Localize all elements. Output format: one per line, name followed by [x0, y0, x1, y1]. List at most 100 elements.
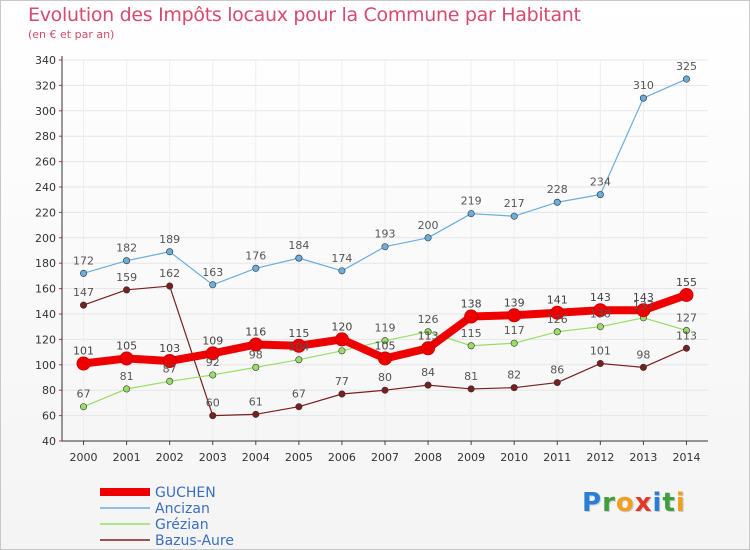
data-point	[510, 212, 518, 220]
data-point	[291, 338, 306, 353]
data-point	[252, 363, 260, 371]
y-tick-label: 140	[35, 308, 56, 321]
data-point	[507, 308, 522, 323]
data-label: 234	[590, 176, 611, 189]
logo-letter: i	[652, 488, 663, 518]
data-label: 117	[504, 324, 525, 337]
x-tick-label: 2001	[113, 451, 141, 464]
data-point	[338, 347, 346, 355]
x-tick-label: 2008	[414, 451, 442, 464]
data-point	[80, 269, 88, 277]
y-tick-label: 280	[35, 130, 56, 143]
data-label: 176	[245, 249, 266, 262]
data-point	[252, 264, 260, 272]
data-point	[80, 403, 88, 411]
data-point	[123, 385, 131, 393]
data-point	[252, 410, 260, 418]
x-tick-label: 2009	[457, 451, 485, 464]
data-point	[381, 386, 389, 394]
data-point	[593, 303, 608, 318]
data-point	[639, 363, 647, 371]
data-label: 189	[159, 233, 180, 246]
data-label: 119	[375, 322, 396, 335]
data-label: 82	[507, 369, 521, 382]
data-label: 130	[590, 308, 611, 321]
y-tick-label: 100	[35, 359, 56, 372]
data-label: 120	[331, 320, 352, 333]
data-point	[510, 384, 518, 392]
data-label: 84	[421, 366, 435, 379]
data-label: 127	[676, 312, 697, 325]
data-label: 200	[418, 219, 439, 232]
x-tick-label: 2002	[156, 451, 184, 464]
data-point	[378, 351, 392, 366]
data-label: 143	[590, 291, 611, 304]
data-label: 325	[676, 60, 697, 73]
data-label: 80	[378, 371, 392, 384]
data-label: 137	[633, 299, 654, 312]
x-tick-label: 2012	[586, 451, 614, 464]
data-label: 109	[202, 334, 223, 347]
data-point	[166, 248, 174, 256]
y-tick-label: 300	[35, 105, 56, 118]
legend-label-guchen: GUCHEN	[155, 485, 216, 501]
data-label: 219	[461, 195, 482, 208]
data-label: 105	[116, 339, 137, 352]
data-point	[123, 257, 131, 265]
y-tick-label: 260	[35, 156, 56, 169]
legend-label-ancizan: Ancizan	[155, 501, 210, 517]
logo-letter: i	[675, 488, 686, 518]
data-point	[209, 281, 217, 289]
data-point	[166, 282, 174, 290]
data-point	[119, 351, 134, 366]
data-label: 81	[464, 370, 478, 383]
data-point	[209, 412, 217, 420]
data-label: 105	[375, 339, 396, 352]
data-point	[209, 371, 217, 379]
data-label: 104	[288, 341, 309, 354]
data-label: 138	[461, 298, 482, 311]
x-tick-label: 2007	[371, 451, 399, 464]
data-point	[205, 346, 220, 361]
data-point	[338, 390, 346, 398]
data-point	[682, 344, 690, 352]
x-tick-label: 2013	[629, 451, 657, 464]
data-point	[636, 303, 651, 318]
data-label: 143	[633, 291, 654, 304]
x-tick-label: 2011	[543, 451, 571, 464]
data-label: 126	[547, 313, 568, 326]
data-label: 60	[206, 397, 220, 410]
x-tick-label: 2003	[199, 451, 227, 464]
x-tick-label: 2014	[672, 451, 700, 464]
data-label: 98	[249, 348, 263, 361]
data-point	[464, 309, 479, 324]
y-tick-label: 80	[42, 384, 56, 397]
data-label: 115	[288, 327, 309, 340]
data-label: 126	[418, 313, 439, 326]
data-point	[381, 243, 389, 251]
data-label: 101	[590, 345, 611, 358]
data-point	[295, 403, 303, 411]
y-tick-label: 120	[35, 333, 56, 346]
data-point	[334, 332, 349, 347]
logo-letter: x	[634, 488, 653, 518]
y-tick-label: 40	[42, 435, 56, 448]
data-label: 217	[504, 197, 525, 210]
data-label: 61	[249, 395, 263, 408]
data-point	[596, 323, 604, 331]
data-point	[679, 287, 694, 302]
data-label: 228	[547, 183, 568, 196]
proxiti-logo: Proxiti	[582, 488, 686, 518]
data-label: 113	[418, 329, 439, 342]
data-point	[467, 385, 475, 393]
data-label: 77	[335, 375, 349, 388]
data-label: 67	[292, 388, 306, 401]
data-point	[421, 341, 436, 356]
data-point	[424, 328, 432, 336]
data-label: 141	[547, 294, 568, 307]
data-label: 159	[116, 271, 137, 284]
data-label: 172	[73, 254, 94, 267]
data-point	[381, 337, 389, 345]
